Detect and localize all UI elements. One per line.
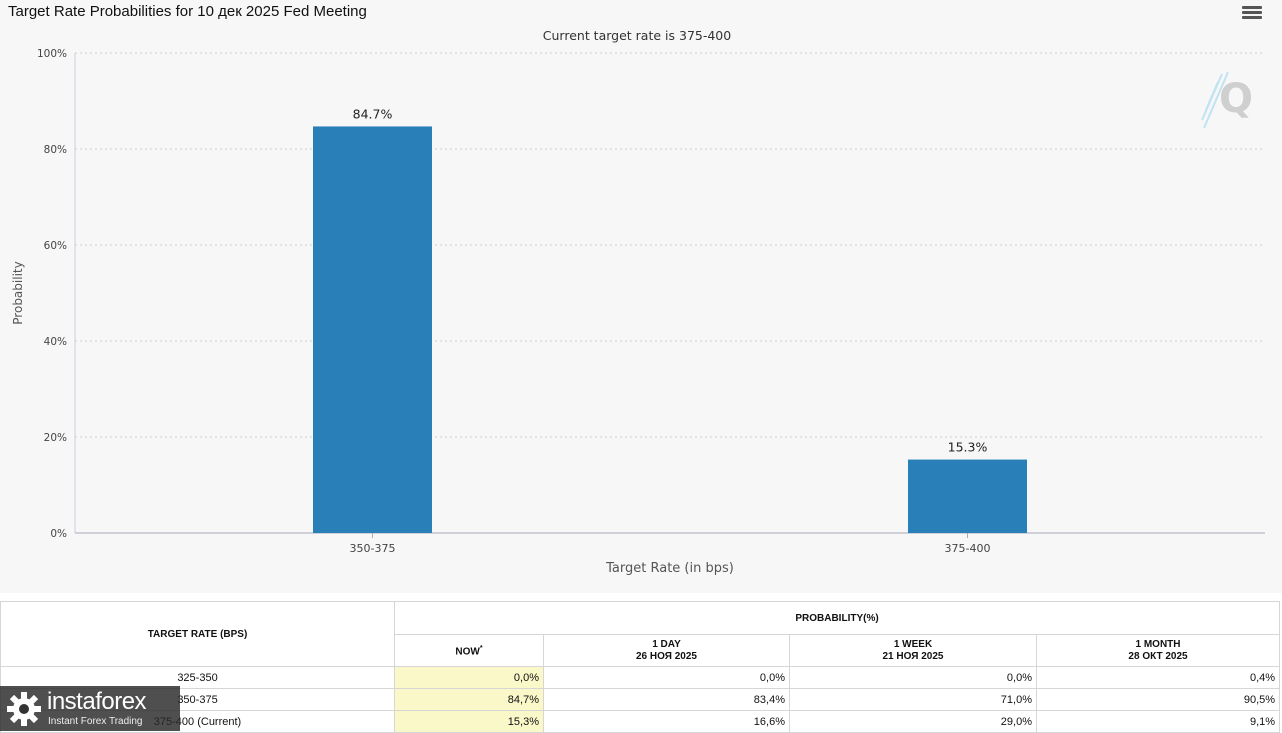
instaforex-watermark: instaforex Instant Forex Trading <box>0 686 180 731</box>
row-1-week: 0,0% <box>789 666 1037 689</box>
bars: 84.7% 15.3% <box>313 106 1027 533</box>
chart-title: Target Rate Probabilities for 10 дек 202… <box>8 3 367 20</box>
row-now: 15,3% <box>394 710 544 733</box>
col-1-week: 1 WEEK 21 НОЯ 2025 <box>789 634 1037 667</box>
menu-icon[interactable] <box>1242 6 1262 24</box>
watermark-brand: instaforex <box>47 688 147 715</box>
x-tick-labels: 350-375 375-400 <box>350 533 991 555</box>
y-tick-labels: 0% 20% 40% 60% 80% 100% <box>37 48 67 540</box>
table-row: 350-375 84,7% 83,4% 71,0% 90,5% <box>0 688 1281 711</box>
row-now: 0,0% <box>394 666 544 689</box>
gear-icon <box>7 692 41 726</box>
x-tick-label: 350-375 <box>350 542 396 555</box>
chart-panel: Target Rate Probabilities for 10 дек 202… <box>8 3 1265 576</box>
bar-350-375[interactable] <box>313 126 432 533</box>
row-1-week: 29,0% <box>789 710 1037 733</box>
col-1-month: 1 MONTH 28 ОКТ 2025 <box>1035 634 1281 667</box>
svg-text:Q: Q <box>1219 76 1253 122</box>
table-row: 325-350 0,0% 0,0% 0,0% 0,4% <box>0 666 1281 689</box>
col-now: NOW* <box>394 634 544 667</box>
row-1-week: 71,0% <box>789 688 1037 711</box>
chart-subtitle: Current target rate is 375-400 <box>543 28 731 43</box>
row-now: 84,7% <box>394 688 544 711</box>
y-tick-label: 20% <box>44 432 67 444</box>
data-label: 84.7% <box>353 106 393 121</box>
y-tick-label: 80% <box>44 144 67 156</box>
row-1-day: 16,6% <box>543 710 790 733</box>
col-target-rate: TARGET RATE (BPS) <box>0 601 395 667</box>
watermark-tagline: Instant Forex Trading <box>48 716 143 727</box>
bar-chart: Current target rate is 375-400 0% 20% 40% 6… <box>11 28 1265 576</box>
q-logo-icon: Q <box>1201 71 1253 129</box>
probability-table: TARGET RATE (BPS) PROBABILITY(%) NOW* 1 … <box>0 601 1281 733</box>
y-tick-label: 100% <box>37 48 67 60</box>
x-tick-label: 375-400 <box>945 542 991 555</box>
row-1-month: 9,1% <box>1035 710 1281 733</box>
y-tick-label: 40% <box>44 336 67 348</box>
table-row: 375-400 (Current) 15,3% 16,6% 29,0% 9,1% <box>0 710 1281 733</box>
row-1-month: 0,4% <box>1035 666 1281 689</box>
y-tick-label: 60% <box>44 240 67 252</box>
y-axis-title: Probability <box>11 261 25 324</box>
col-probability: PROBABILITY(%) <box>393 601 1281 635</box>
row-1-day: 83,4% <box>543 688 790 711</box>
bar-375-400[interactable] <box>908 459 1027 533</box>
grid-lines <box>75 52 1265 438</box>
col-1-day: 1 DAY 26 НОЯ 2025 <box>543 634 790 667</box>
y-tick-label: 0% <box>50 528 67 540</box>
row-1-day: 0,0% <box>543 666 790 689</box>
data-label: 15.3% <box>948 440 988 455</box>
x-axis-title: Target Rate (in bps) <box>605 561 734 576</box>
row-1-month: 90,5% <box>1035 688 1281 711</box>
